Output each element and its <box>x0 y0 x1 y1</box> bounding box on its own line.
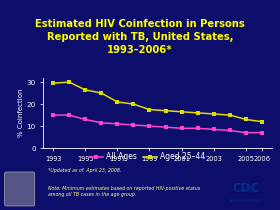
Text: *Updated as of  April 23, 2008.: *Updated as of April 23, 2008. <box>48 168 121 173</box>
FancyBboxPatch shape <box>4 172 35 206</box>
Text: SAFER·HEALTHIER·PEOPLE: SAFER·HEALTHIER·PEOPLE <box>230 199 263 203</box>
Y-axis label: % Coinfection: % Coinfection <box>18 89 24 137</box>
Text: Estimated HIV Coinfection in Persons
Reported with TB, United States,
1993–2006*: Estimated HIV Coinfection in Persons Rep… <box>35 19 245 55</box>
Legend: All Ages, Aged 25–44: All Ages, Aged 25–44 <box>86 150 208 164</box>
Text: Note: Minimum estimates based on reported HIV-positive status
among all TB cases: Note: Minimum estimates based on reporte… <box>48 186 200 197</box>
Text: CDC: CDC <box>233 182 260 195</box>
